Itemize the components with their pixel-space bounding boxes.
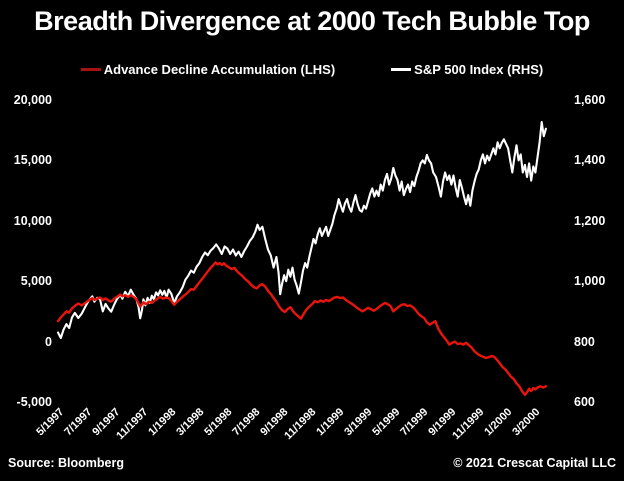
left-axis-tick-label: 0 [45,334,52,349]
left-axis-tick-label: -5,000 [16,395,52,409]
white-line-swatch-icon [391,68,412,71]
legend: Advance Decline Accumulation (LHS) S&P 5… [0,62,624,77]
right-axis-tick-label: 800 [574,334,595,349]
sp500-line [56,120,547,340]
left-axis-tick-label: 20,000 [13,93,52,107]
advance-decline-line [56,261,548,396]
left-axis-tick-label: 10,000 [13,213,52,228]
copyright-text: © 2021 Crescat Capital LLC [453,456,616,470]
legend-item-sp500: S&P 500 Index (RHS) [391,62,543,77]
legend-label-sp500: S&P 500 Index (RHS) [414,62,544,77]
footer: Source: Bloomberg © 2021 Crescat Capital… [8,456,616,470]
left-axis-tick-label: 15,000 [13,153,52,168]
right-axis-tick-label: 1,600 [574,93,606,107]
legend-item-advance-decline: Advance Decline Accumulation (LHS) [80,62,336,77]
right-axis-tick-label: 600 [574,395,595,409]
right-axis-tick-label: 1,200 [574,213,606,228]
right-axis-tick-label: 1,400 [574,153,606,168]
left-axis-tick-label: 5,000 [20,274,52,289]
legend-label-advance-decline: Advance Decline Accumulation (LHS) [103,62,336,77]
source-text: Source: Bloomberg [8,456,124,470]
red-line-swatch-icon [80,68,101,71]
chart-title: Breadth Divergence at 2000 Tech Bubble T… [34,6,590,36]
right-axis-tick-label: 1,000 [574,274,606,289]
